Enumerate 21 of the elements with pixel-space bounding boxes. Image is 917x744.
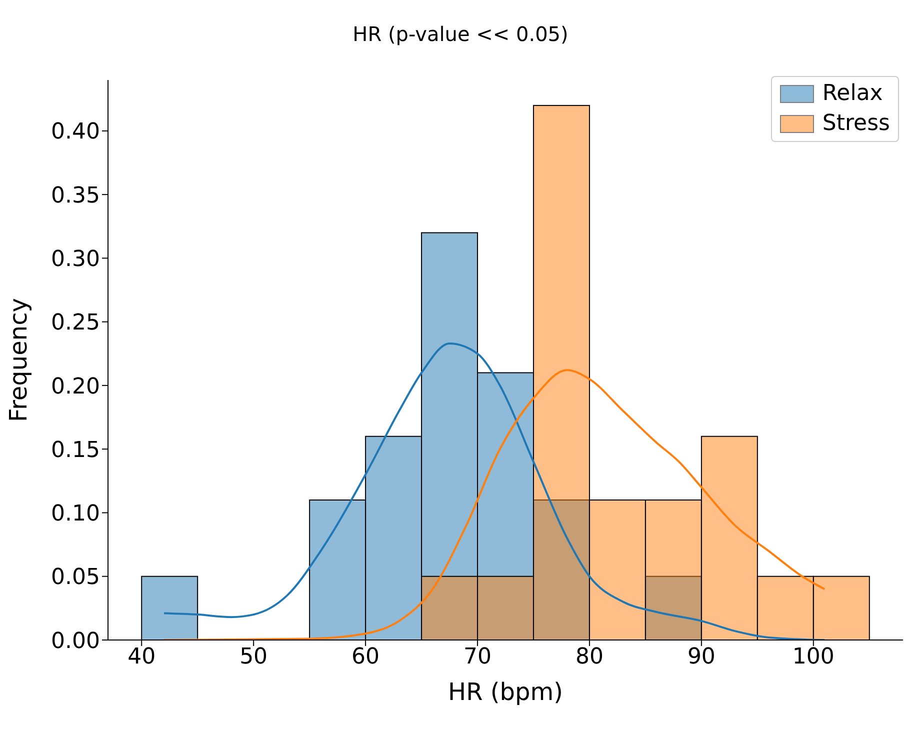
legend-label: Relax <box>822 80 883 108</box>
x-tick-label: 50 <box>240 644 268 670</box>
y-tick-label: 0.10 <box>51 502 100 527</box>
x-tick-label: 40 <box>128 644 156 670</box>
x-tick-label: 60 <box>352 644 380 670</box>
y-tick-label: 0.05 <box>51 565 100 590</box>
y-tick-label: 0.20 <box>51 374 100 400</box>
y-tick-label: 0.00 <box>51 628 100 654</box>
chart-title: HR (p-value << 0.05) <box>352 21 570 48</box>
x-tick-label: 80 <box>575 644 604 670</box>
x-axis-title: HR (bpm) <box>448 678 563 706</box>
y-tick-label: 0.15 <box>51 438 100 463</box>
y-tick-label: 0.40 <box>51 120 100 145</box>
y-tick-label: 0.25 <box>51 310 100 336</box>
y-tick-label: 0.30 <box>51 246 100 272</box>
y-axis-title: Frequency <box>4 298 33 422</box>
y-tick-label: 0.35 <box>51 183 100 208</box>
x-tick-label: 100 <box>792 644 834 670</box>
x-tick-label: 90 <box>687 644 716 670</box>
legend-label: Stress <box>822 110 890 138</box>
x-tick-label: 70 <box>464 644 492 670</box>
